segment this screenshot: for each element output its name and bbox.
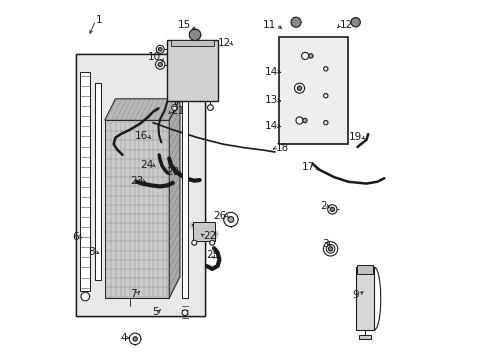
Text: 2: 2 [320, 201, 326, 211]
Circle shape [155, 60, 164, 69]
Circle shape [223, 212, 238, 226]
Circle shape [191, 240, 196, 245]
Circle shape [350, 18, 360, 27]
Circle shape [297, 86, 301, 90]
Text: 4: 4 [120, 333, 126, 343]
Text: 13: 13 [264, 95, 277, 105]
Bar [359, 334, 370, 339]
Text: 14: 14 [264, 67, 277, 77]
Bar [171, 40, 214, 45]
Text: 20: 20 [166, 167, 179, 177]
Polygon shape [169, 99, 180, 298]
Text: 8: 8 [88, 247, 94, 257]
Circle shape [129, 333, 141, 345]
Circle shape [290, 17, 301, 27]
Circle shape [133, 337, 137, 341]
Circle shape [327, 205, 336, 214]
Text: 16: 16 [135, 131, 148, 141]
Circle shape [323, 67, 327, 71]
Text: 18: 18 [276, 143, 289, 153]
Text: 10: 10 [148, 52, 161, 62]
Bar [80, 72, 90, 291]
Circle shape [227, 217, 233, 222]
Text: 17: 17 [302, 162, 315, 172]
Text: 25: 25 [206, 249, 219, 260]
Text: 24: 24 [140, 160, 153, 170]
Text: 9: 9 [352, 290, 359, 300]
Circle shape [158, 62, 162, 67]
Text: 5: 5 [151, 307, 158, 316]
Bar [278, 37, 348, 144]
Circle shape [301, 52, 308, 59]
Circle shape [323, 121, 327, 125]
Text: 14: 14 [264, 121, 277, 131]
Text: 23: 23 [130, 176, 143, 186]
Bar [167, 40, 217, 101]
Text: 26: 26 [213, 211, 226, 221]
Circle shape [329, 207, 334, 212]
Bar [357, 265, 372, 274]
Circle shape [209, 240, 214, 245]
Circle shape [323, 94, 327, 98]
Text: 12: 12 [339, 20, 352, 30]
Text: 22: 22 [203, 231, 216, 240]
Bar [104, 120, 169, 298]
Circle shape [207, 105, 213, 111]
Text: 11: 11 [262, 20, 276, 30]
Circle shape [325, 244, 334, 253]
Bar [94, 83, 101, 280]
Circle shape [294, 83, 304, 93]
Circle shape [308, 54, 312, 58]
Circle shape [323, 242, 337, 256]
Bar [192, 222, 214, 241]
Circle shape [171, 105, 177, 111]
Polygon shape [76, 54, 204, 316]
Circle shape [302, 118, 306, 123]
Bar [76, 54, 204, 316]
Circle shape [158, 48, 162, 51]
Circle shape [295, 117, 303, 124]
Text: 21: 21 [171, 106, 184, 116]
Circle shape [182, 310, 187, 316]
Text: 3: 3 [322, 239, 328, 249]
Text: 6: 6 [72, 232, 79, 242]
Text: 15: 15 [178, 20, 191, 30]
Bar [355, 267, 373, 330]
Text: 7: 7 [130, 289, 137, 299]
Circle shape [189, 29, 201, 41]
Text: 19: 19 [348, 132, 362, 142]
Circle shape [156, 45, 164, 53]
Polygon shape [104, 99, 180, 120]
Text: 12: 12 [217, 38, 230, 48]
Text: 1: 1 [96, 15, 102, 26]
Circle shape [81, 292, 89, 301]
Bar [182, 90, 188, 298]
Circle shape [328, 247, 332, 251]
